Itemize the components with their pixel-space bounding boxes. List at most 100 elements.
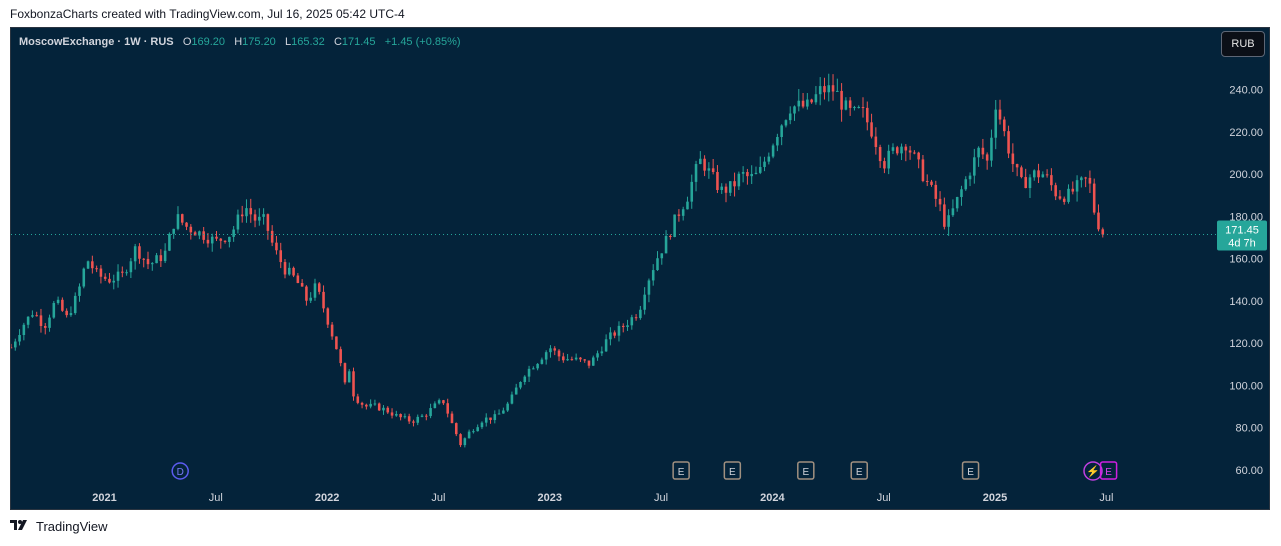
candle-body (142, 258, 146, 260)
x-tick-label: 2021 (92, 492, 116, 504)
currency-button[interactable]: RUB (1221, 31, 1265, 57)
low-label: L (284, 36, 292, 48)
candle-body (878, 147, 882, 162)
candle-body (1041, 174, 1045, 178)
candle-body (26, 316, 30, 325)
candle-body (788, 113, 792, 121)
earnings-marker-label: E (856, 467, 863, 478)
candle-body (1007, 131, 1010, 154)
candle-body (866, 107, 869, 123)
candle-body (1011, 153, 1015, 165)
candle-body (686, 201, 689, 210)
candle-body (985, 154, 989, 161)
earnings-marker (961, 461, 980, 480)
earnings-marker (672, 461, 690, 480)
candle-body (600, 351, 604, 354)
candle-body (947, 215, 950, 227)
candle-body (711, 168, 715, 172)
candle-body (784, 120, 788, 126)
candle-body (925, 181, 929, 183)
candle-body (776, 137, 779, 146)
candle-body (720, 186, 724, 191)
candle-body (403, 416, 407, 418)
candle-body (694, 164, 698, 182)
candle-body (514, 387, 518, 395)
candle-body (647, 280, 651, 295)
candle-body (193, 232, 197, 236)
candle-body (857, 107, 861, 109)
candle-body (1020, 167, 1023, 178)
candle-body (198, 231, 201, 236)
footer: TradingView (10, 519, 108, 534)
earnings-marker-label: E (967, 467, 974, 478)
candle-body (763, 161, 766, 168)
candle-body (116, 271, 120, 281)
candle-body (236, 214, 240, 230)
candle-body (1058, 196, 1062, 199)
high-value: 175.20 (242, 36, 276, 48)
candle-body (544, 352, 548, 360)
x-tick-label: 2023 (538, 492, 562, 504)
candle-body (86, 261, 90, 269)
candle-body (823, 86, 826, 93)
candle-body (249, 208, 253, 215)
candle-body (322, 291, 325, 309)
candle-body (750, 173, 753, 177)
candle-body (617, 325, 621, 336)
candle-body (964, 179, 968, 190)
candle-body (95, 268, 98, 270)
candle-body (356, 396, 360, 403)
candle-body (566, 359, 569, 361)
x-tick-label: 2024 (760, 492, 785, 504)
candle-body (270, 230, 274, 243)
open-label: O (182, 36, 192, 48)
candle-body (78, 286, 81, 296)
candle-body (450, 413, 454, 424)
candle-body (412, 421, 415, 423)
price-tag-countdown: 4d 7h (1228, 237, 1256, 249)
candle-body (998, 109, 1002, 120)
candle-body (480, 422, 484, 428)
candle-body (502, 410, 505, 414)
y-tick-label: 100.00 (1229, 380, 1263, 392)
candle-body (288, 267, 291, 275)
candle-body (262, 214, 265, 217)
candle-body (519, 381, 522, 388)
candle-body (1075, 180, 1079, 192)
candle-body (206, 239, 210, 244)
candle-body (35, 315, 38, 317)
candlestick-chart[interactable]: 60.00 80.00 100.00 120.00 140.00 160.00 180.00… (11, 28, 1270, 510)
candle-body (467, 431, 471, 439)
y-tick-label: 140.00 (1229, 296, 1263, 308)
candle-body (1054, 185, 1057, 197)
candle-body (814, 94, 818, 103)
candle-body (523, 376, 527, 382)
candle-body (416, 416, 420, 423)
dividend-marker (171, 462, 189, 480)
candle-body (806, 99, 809, 107)
candle-body (343, 363, 347, 383)
candle-body (883, 161, 886, 169)
candle-body (240, 214, 244, 217)
symbol-label: MoscowExchange · 1W · RUS (19, 36, 174, 48)
candle-body (326, 308, 330, 325)
candle-body (420, 415, 424, 417)
candle-body (848, 100, 852, 108)
candle-body (1015, 164, 1019, 168)
earnings-marker (1099, 461, 1118, 480)
candle-body (168, 233, 171, 251)
candle-body (433, 403, 437, 409)
candle-body (955, 197, 959, 209)
candle-body (634, 317, 638, 319)
candle-body (48, 317, 51, 328)
x-tick-label: Jul (209, 492, 223, 504)
candle-body (1101, 229, 1105, 235)
candle-body (283, 262, 287, 275)
candle-body (506, 403, 509, 411)
candle-body (1037, 170, 1040, 178)
candle-body (660, 253, 664, 259)
x-tick-label: Jul (1099, 492, 1113, 504)
candle-body (377, 403, 381, 411)
chart-area[interactable]: 60.00 80.00 100.00 120.00 140.00 160.00 180.00… (10, 27, 1270, 510)
candle-body (557, 350, 561, 357)
